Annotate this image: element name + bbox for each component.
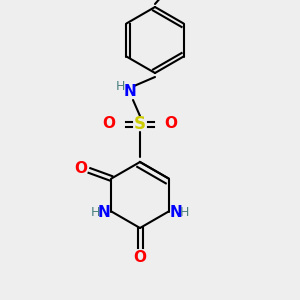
Text: O: O bbox=[134, 250, 146, 266]
Text: O: O bbox=[103, 116, 116, 131]
Text: O: O bbox=[74, 161, 87, 176]
Text: N: N bbox=[98, 205, 111, 220]
Text: N: N bbox=[124, 85, 136, 100]
Text: H: H bbox=[91, 206, 100, 219]
Text: H: H bbox=[115, 80, 125, 94]
Text: O: O bbox=[164, 116, 178, 131]
Text: N: N bbox=[169, 205, 182, 220]
Text: S: S bbox=[134, 115, 146, 133]
Text: H: H bbox=[180, 206, 189, 219]
